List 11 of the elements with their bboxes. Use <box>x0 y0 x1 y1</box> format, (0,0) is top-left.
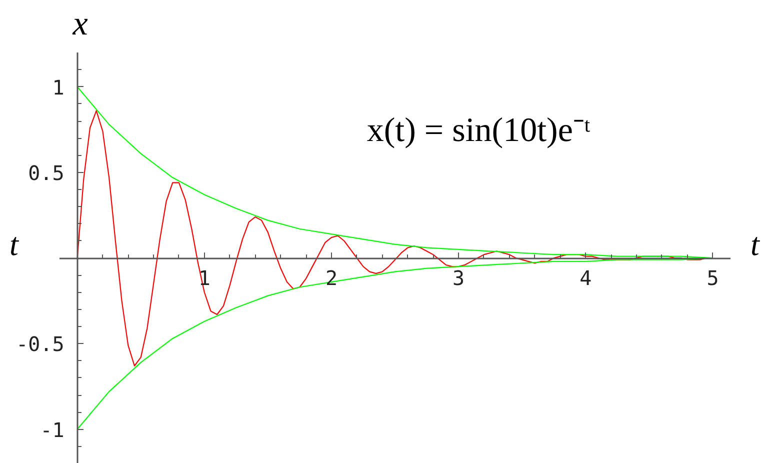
text: t <box>10 226 20 262</box>
y-tick-label: 1 <box>52 75 64 100</box>
annotation: x(t) = sin(10t)e⁻ᵗ <box>366 112 590 150</box>
y-axis-title: x <box>72 6 88 42</box>
x-tick-label: 4 <box>580 266 592 290</box>
x-tick-label: 3 <box>452 266 465 290</box>
y-tick-label: -0.5 <box>16 332 64 356</box>
x-tick-label: 5 <box>706 266 719 290</box>
y-tick-label: -1 <box>40 418 64 442</box>
y-tick-label: 0.5 <box>28 160 64 185</box>
x-axis-title: t <box>750 226 760 262</box>
